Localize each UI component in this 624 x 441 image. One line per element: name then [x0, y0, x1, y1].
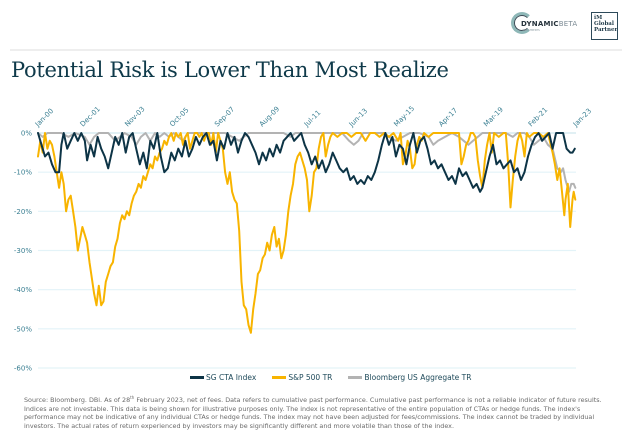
y-tick-label: -30%: [14, 247, 32, 255]
x-tick-label: Dec-01: [79, 105, 102, 128]
footnote-text-post: February 2023, net of fees. Data refers …: [24, 396, 602, 430]
legend-label: S&P 500 TR: [288, 373, 333, 382]
legend-item-sp500: S&P 500 TR: [272, 373, 332, 382]
x-tick-label: Jul-11: [302, 109, 322, 129]
x-tick-label: Nov-03: [123, 105, 146, 128]
x-tick-label: Oct-05: [168, 106, 190, 128]
imgp-logo-line: iM: [594, 15, 603, 21]
y-tick-label: -60%: [14, 365, 32, 373]
x-tick-label: Sep-07: [213, 105, 236, 128]
header-divider: [10, 49, 622, 51]
x-tick-label: Mar-19: [482, 106, 505, 129]
x-axis-ticks: Jan-00 Dec-01 Nov-03 Oct-05 Sep-07 Aug-09 Jul-…: [33, 105, 593, 130]
footnote-text-pre: Source: Bloomberg. DBi. As of 28: [24, 396, 131, 405]
dynamicbeta-subtitle: INVESTMENTS: [522, 29, 540, 32]
y-axis-ticks: 0% -10% -20% -30% -40% -50% -60%: [14, 130, 32, 373]
legend-label: SG CTA Index: [206, 373, 257, 382]
series-line-bloomberg-us-aggregate-tr: [37, 132, 577, 193]
drawdown-chart: 0% -10% -20% -30% -40% -50% -60% Jan-00 Dec-01 N…: [14, 105, 593, 373]
legend-swatch: [190, 376, 204, 379]
dynamicbeta-wordmark-accent: BETA: [558, 20, 578, 28]
imgp-logo-line: Partner: [594, 27, 618, 33]
page-title: Potential Risk is Lower Than Most Realiz…: [11, 58, 449, 82]
series-line-s-p-500-tr: [37, 132, 577, 334]
legend-swatch: [348, 376, 363, 379]
x-tick-label: May-15: [392, 105, 416, 129]
footnote-superscript: th: [130, 395, 135, 400]
x-tick-label: Jun-13: [347, 107, 369, 129]
dynamicbeta-inner-ring-icon: [514, 15, 530, 31]
dynamicbeta-ring-icon: [511, 12, 533, 34]
series-lines: [37, 132, 577, 334]
source-footnote: Source: Bloomberg. DBi. As of 28th Febru…: [24, 394, 604, 431]
y-tick-label: 0%: [21, 130, 32, 138]
chart-legend: SG CTA Index S&P 500 TR Bloomberg US Agg…: [190, 373, 471, 382]
legend-item-sg-cta: SG CTA Index: [190, 373, 256, 382]
y-tick-label: -10%: [14, 169, 32, 177]
y-tick-label: -20%: [14, 208, 32, 216]
x-tick-label: Jan-23: [571, 107, 593, 129]
legend-label: Bloomberg US Aggregate TR: [364, 373, 472, 382]
x-tick-label: Jan-00: [33, 107, 55, 129]
legend-item-bbg-agg: Bloomberg US Aggregate TR: [348, 373, 471, 382]
x-tick-label: Feb-21: [527, 106, 550, 129]
x-tick-label: Apr-17: [437, 106, 459, 128]
legend-swatch: [272, 376, 287, 379]
imgp-logo: iM Global Partner: [591, 12, 618, 40]
series-line-sg-cta-index: [37, 132, 576, 193]
dynamicbeta-wordmark: DYNAMICBETA: [521, 20, 577, 28]
y-tick-label: -50%: [14, 325, 32, 333]
x-tick-label: Aug-09: [258, 105, 281, 128]
y-tick-label: -40%: [14, 286, 32, 294]
grid-lines: [38, 132, 576, 369]
imgp-logo-line: Global: [594, 21, 614, 27]
dynamicbeta-logo: DYNAMICBETA INVESTMENTS: [511, 12, 577, 38]
dynamicbeta-wordmark-main: DYNAMIC: [521, 20, 559, 28]
